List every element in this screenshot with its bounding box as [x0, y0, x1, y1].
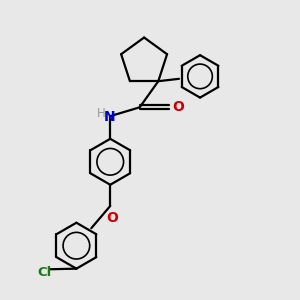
Text: O: O	[106, 211, 118, 225]
Text: O: O	[173, 100, 184, 114]
Text: H: H	[97, 107, 105, 120]
Text: Cl: Cl	[37, 266, 51, 279]
Text: N: N	[104, 110, 116, 124]
